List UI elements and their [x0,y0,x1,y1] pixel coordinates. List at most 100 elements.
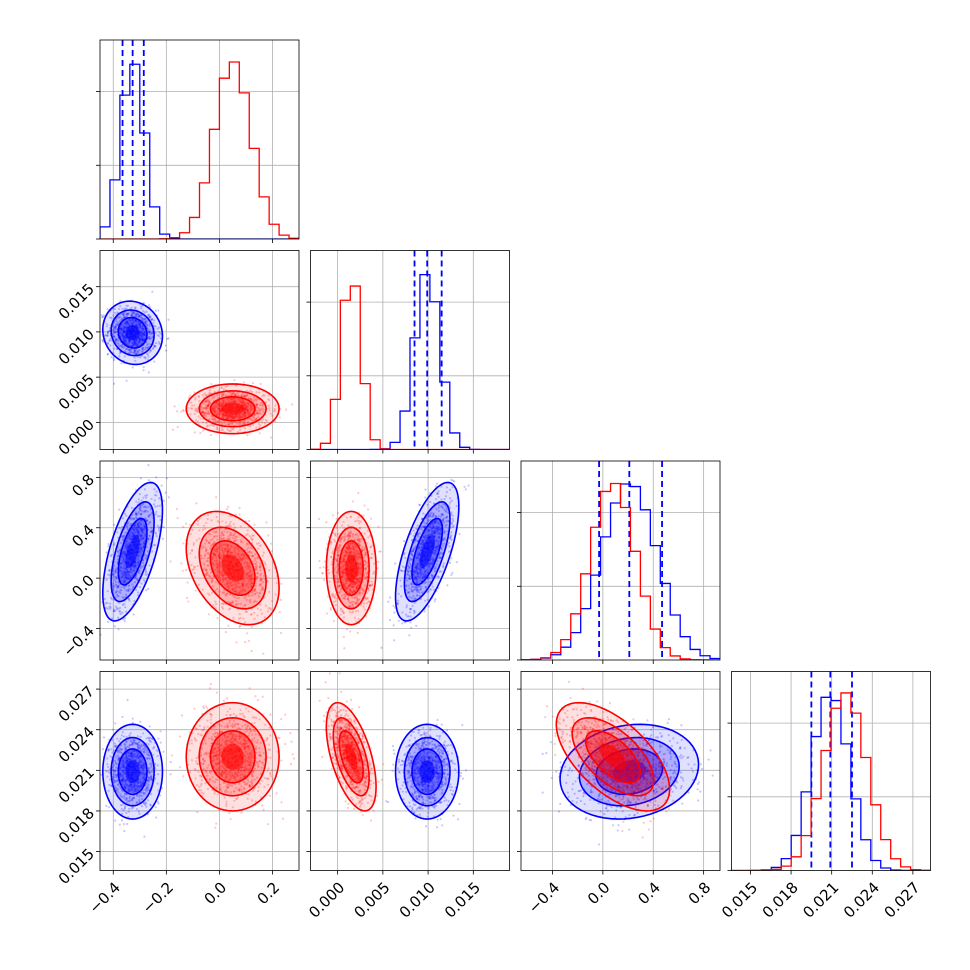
sample-point [433,532,436,535]
sample-point [124,337,127,340]
sample-point [194,556,197,559]
sample-point [102,314,106,317]
sample-point [352,538,356,541]
sample-point [122,550,126,554]
sample-point [227,399,231,403]
sample-point [242,404,245,407]
sample-point [124,596,127,599]
sample-point [113,579,116,582]
sample-point [208,402,211,406]
sample-point [247,575,250,578]
sample-point [214,421,217,424]
sample-point [216,573,219,576]
sample-point [440,548,443,551]
sample-point [333,567,336,571]
sample-point [356,577,359,580]
sample-point [135,313,138,316]
sample-point [425,537,428,540]
sample-point [254,418,257,421]
sample-point [432,557,435,560]
sample-point [187,600,190,603]
sample-point [413,588,416,592]
sample-point [213,407,216,410]
sample-point [196,420,199,423]
sample-point [122,580,126,583]
sample-point [125,543,128,546]
sample-point [366,597,369,600]
sample-point [133,564,136,567]
sample-point [450,573,453,576]
sample-point [109,337,112,340]
sample-point [240,559,244,562]
sample-point [138,492,142,496]
sample-point [194,396,197,399]
sample-point [153,344,156,348]
sample-point [238,559,242,562]
sample-point [238,414,241,417]
sample-point [211,408,215,411]
sample-point [437,528,440,531]
sample-point [230,545,233,548]
sample-point [235,553,238,556]
sample-point [406,573,409,576]
sample-point [363,553,366,556]
sample-point [229,531,232,534]
sample-point [433,530,436,534]
sample-point [248,407,251,410]
sample-point [224,413,227,416]
sample-point [124,348,128,351]
sample-point [201,410,205,413]
sample-point [445,490,449,494]
sample-point [429,515,432,518]
sample-point [261,418,264,421]
sample-point [192,541,195,545]
sample-point [209,401,212,405]
sample-point [193,572,196,575]
sample-point [207,424,210,427]
sample-point [250,397,253,401]
sample-point [448,488,452,491]
sample-point [157,527,161,530]
sample-point [122,313,125,316]
sample-point [229,607,232,610]
sample-point [216,546,220,549]
sample-point [245,561,249,565]
sample-point [439,556,442,559]
sample-point [219,409,222,413]
sample-point [257,594,260,598]
sample-point [184,522,188,525]
sample-point [216,569,219,572]
sample-point [408,574,411,577]
sample-point [423,524,426,527]
sample-point [244,404,247,407]
sample-point [233,583,236,586]
sample-point [203,567,206,570]
sample-point [237,582,241,585]
sample-point [229,550,232,554]
sample-point [260,612,264,615]
sample-point [206,518,209,521]
sample-point [424,569,427,573]
sample-point [254,398,258,401]
sample-point [142,510,145,513]
sample-point [226,543,229,546]
sample-point [139,513,142,516]
sample-point [248,599,251,602]
sample-point [212,530,215,533]
sample-point [132,312,135,315]
sample-point [138,323,142,327]
sample-point [122,557,125,560]
sample-point [416,594,419,597]
sample-point [203,413,206,416]
sample-point [429,561,432,565]
sample-point [125,610,128,613]
sample-point [264,400,267,404]
sample-point [139,330,142,333]
sample-point [356,598,359,601]
sample-point [141,351,144,354]
sample-point [224,583,227,586]
sample-point [435,529,438,532]
sample-point [134,530,137,533]
sample-point [431,523,434,526]
sample-point [232,397,235,400]
